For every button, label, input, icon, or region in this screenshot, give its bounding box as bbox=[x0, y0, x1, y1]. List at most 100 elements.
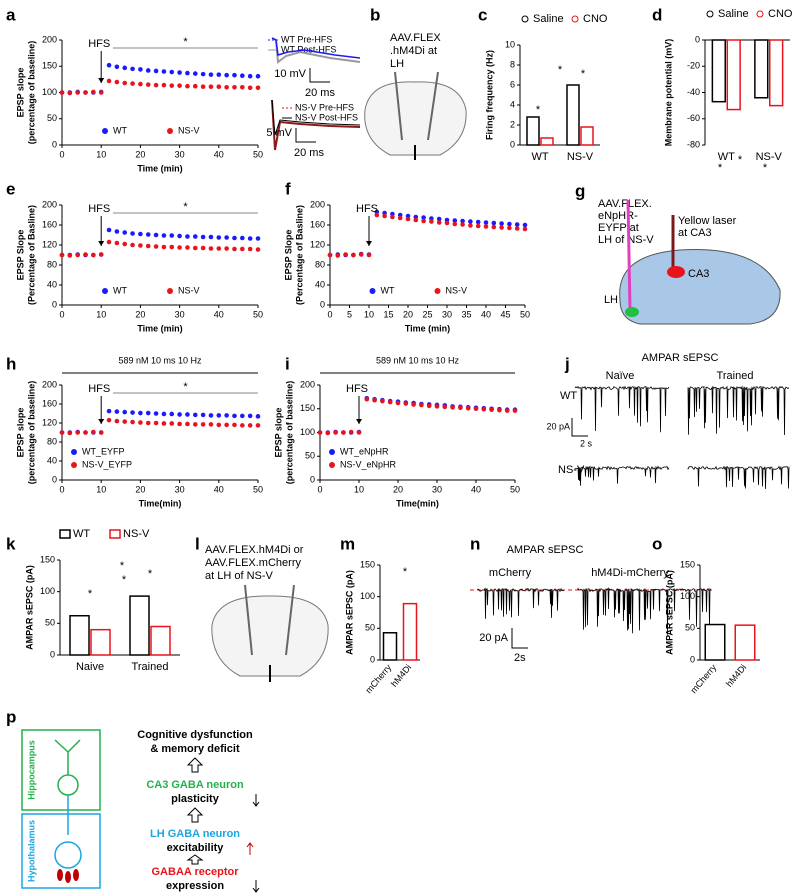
data-point bbox=[185, 412, 190, 417]
y-axis-label: EPSP slope bbox=[15, 68, 25, 118]
scale-label: 10 mV bbox=[274, 68, 306, 80]
panel-label: m bbox=[340, 534, 355, 553]
y-axis-label: EPSP Slope bbox=[283, 230, 293, 281]
inset-legend: WT Post-HFS bbox=[281, 44, 336, 54]
dendrite bbox=[54, 739, 81, 775]
data-point bbox=[169, 69, 175, 75]
data-point bbox=[83, 90, 88, 95]
data-point bbox=[67, 90, 73, 96]
data-point bbox=[177, 421, 182, 427]
panel-labels: a b c d e f g h i j k l m n o p bbox=[6, 5, 662, 726]
data-point bbox=[161, 233, 167, 238]
annotation: HFS bbox=[356, 203, 378, 215]
brain-diagram: AAV.FLEX.hM4Di or AAV.FLEX.mCherry at LH… bbox=[205, 544, 329, 682]
data-point bbox=[185, 421, 190, 427]
data-point bbox=[247, 413, 253, 419]
column-label: Trained bbox=[717, 370, 754, 382]
data-point bbox=[450, 405, 455, 410]
y-tick-label: 0 bbox=[690, 654, 695, 664]
data-point bbox=[364, 396, 370, 402]
legend-label: NS-V bbox=[123, 528, 150, 540]
data-point bbox=[59, 252, 65, 258]
data-point bbox=[499, 225, 504, 230]
data-point bbox=[426, 403, 432, 409]
x-axis-label: Time (min) bbox=[405, 323, 450, 333]
row-label: WT bbox=[560, 390, 577, 402]
legend-label: NS-V bbox=[178, 285, 200, 295]
data-point bbox=[192, 422, 198, 427]
legend-marker bbox=[102, 128, 108, 134]
x-tick-label: 40 bbox=[214, 149, 224, 159]
legend-label: WT_EYFP bbox=[82, 446, 125, 456]
y-tick-label: 8 bbox=[510, 59, 515, 69]
data-point bbox=[522, 222, 528, 228]
y-tick-label: 50 bbox=[45, 618, 55, 628]
trace bbox=[577, 587, 712, 635]
data-point bbox=[177, 233, 182, 239]
x-tick-label: 10 bbox=[96, 309, 106, 319]
data-point bbox=[232, 72, 237, 78]
data-point bbox=[473, 406, 479, 412]
y-axis-label: AMPAR sEPSC (pA) bbox=[664, 570, 674, 655]
y-tick-label: 40 bbox=[47, 455, 57, 465]
lh-region bbox=[625, 307, 639, 317]
x-tick-label: 10 bbox=[96, 484, 106, 494]
data-point bbox=[325, 430, 331, 436]
data-point bbox=[232, 422, 237, 428]
data-point bbox=[240, 84, 245, 90]
data-point bbox=[514, 226, 520, 231]
data-point bbox=[122, 241, 128, 247]
y-tick-label: 40 bbox=[47, 279, 57, 289]
annotation: HFS bbox=[88, 383, 110, 395]
down-arrow bbox=[252, 794, 260, 807]
data-point bbox=[161, 411, 167, 417]
bar bbox=[580, 126, 594, 146]
down-arrow bbox=[252, 880, 260, 893]
bar bbox=[566, 84, 580, 146]
data-point bbox=[161, 421, 167, 426]
data-point bbox=[468, 219, 473, 224]
y-axis-label: AMPAR sEPSC (pA) bbox=[344, 570, 354, 655]
trace bbox=[687, 385, 790, 436]
data-point bbox=[489, 407, 494, 413]
legend-label: CNO bbox=[583, 13, 608, 25]
data-point bbox=[185, 245, 190, 250]
annotation: * bbox=[718, 162, 723, 174]
x-tick-label: 30 bbox=[175, 149, 185, 159]
annotation: * bbox=[536, 104, 541, 116]
annotation: * bbox=[88, 588, 93, 600]
column-label: Naïve bbox=[606, 370, 635, 382]
data-point bbox=[130, 231, 135, 236]
data-point bbox=[255, 85, 261, 91]
data-point bbox=[161, 69, 167, 74]
legend-label: WT bbox=[113, 125, 127, 135]
y-tick-label: 0 bbox=[50, 649, 55, 659]
y-tick-label: 4 bbox=[510, 99, 515, 109]
data-point bbox=[507, 221, 512, 227]
receptor bbox=[57, 869, 63, 881]
legend-label: WT bbox=[113, 285, 127, 295]
panel-label: n bbox=[470, 534, 480, 553]
x-tick-label: 50 bbox=[253, 309, 263, 319]
legend-label: CNO bbox=[768, 8, 793, 20]
x-axis-label: Time(min) bbox=[396, 498, 439, 508]
legend-label: NS-V bbox=[446, 285, 468, 295]
y-tick-label: 100 bbox=[360, 591, 375, 601]
data-point bbox=[397, 215, 403, 221]
data-point bbox=[421, 215, 426, 220]
data-point bbox=[247, 236, 253, 241]
data-point bbox=[177, 245, 182, 250]
legend-label: Saline bbox=[533, 13, 564, 25]
data-point bbox=[413, 217, 419, 223]
annotation: * bbox=[763, 162, 768, 174]
bar bbox=[711, 39, 726, 103]
data-point bbox=[208, 72, 214, 77]
data-point bbox=[153, 68, 159, 74]
data-point bbox=[216, 246, 222, 251]
x-tick-label: 25 bbox=[422, 309, 432, 319]
data-point bbox=[335, 253, 341, 258]
y-tick-label: 0 bbox=[310, 474, 315, 484]
y-tick-label: 100 bbox=[40, 586, 55, 596]
data-point bbox=[114, 409, 120, 414]
y-tick-label: 200 bbox=[42, 34, 57, 44]
